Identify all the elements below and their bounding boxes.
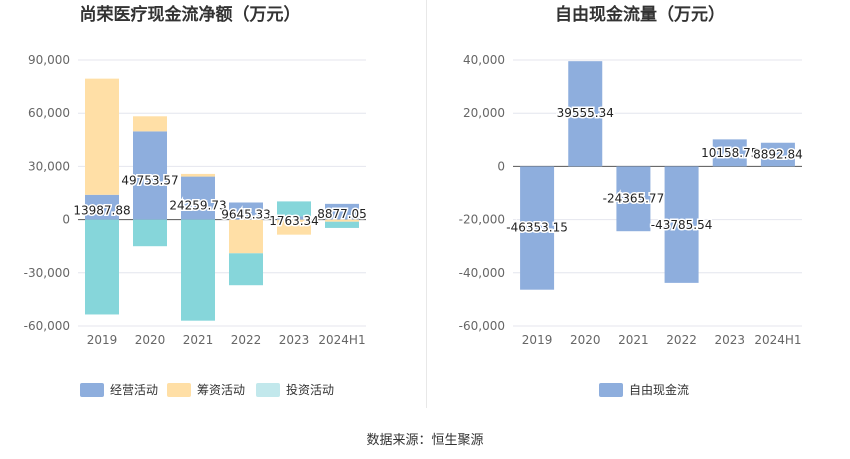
bar-investing (181, 219, 215, 321)
bar-financing (85, 78, 119, 195)
y-tick-label: -60,000 (459, 319, 505, 333)
bar-free-cash-flow (664, 166, 699, 283)
x-tick-label: 2023 (714, 333, 745, 347)
data-label: -46353.15 (506, 221, 568, 235)
legend-financing: 筹资活动 (167, 383, 245, 397)
y-tick-label: 0 (497, 159, 505, 173)
legend-label: 自由现金流 (629, 382, 689, 397)
data-label: 10158.75 (701, 146, 758, 160)
y-tick-label: 60,000 (28, 106, 70, 120)
chart-title: 自由现金流量（万元） (555, 4, 725, 25)
bar-free-cash-flow (568, 61, 603, 167)
legend-label: 筹资活动 (197, 383, 245, 397)
data-label: 9645.33 (221, 207, 271, 221)
y-tick-label: 0 (62, 213, 70, 227)
bar-investing (277, 201, 311, 217)
x-tick-label: 2022 (666, 333, 697, 347)
data-label: 39555.34 (557, 106, 614, 120)
bar-investing (85, 219, 119, 315)
y-tick-label: 30,000 (28, 159, 70, 173)
y-tick-label: -40,000 (459, 266, 505, 280)
x-tick-label: 2020 (570, 333, 601, 347)
x-tick-label: 2021 (183, 333, 214, 347)
bar-investing (325, 221, 359, 228)
data-label: 13987.88 (73, 204, 130, 218)
x-tick-label: 2021 (618, 333, 649, 347)
bar-investing (229, 253, 263, 286)
legend-operating: 经营活动 (80, 383, 158, 397)
y-tick-label: -30,000 (24, 266, 70, 280)
y-tick-label: -20,000 (459, 213, 505, 227)
data-label: 8892.84 (753, 147, 803, 161)
data-label: -43785.54 (651, 218, 713, 232)
data-source-note: 数据来源：恒生聚源 (366, 433, 484, 448)
y-tick-label: 20,000 (463, 106, 505, 120)
bar-operating (133, 131, 167, 220)
x-tick-label: 2023 (279, 333, 310, 347)
bar-free-cash-flow (712, 139, 747, 167)
y-tick-label: 90,000 (28, 53, 70, 67)
y-tick-label: 40,000 (463, 53, 505, 67)
bar-financing (325, 219, 359, 222)
bar-financing (229, 219, 263, 254)
data-label: 24259.73 (169, 198, 226, 212)
legend-swatch (80, 383, 104, 397)
bar-free-cash-flow (760, 142, 795, 167)
bar-investing (133, 219, 167, 247)
legend-free-cash-flow: 自由现金流 (599, 382, 689, 397)
x-tick-label: 2024H1 (754, 333, 801, 347)
free-cash-flow-chart: 自由现金流量（万元） 40,000 20,000 0 -20,000 -40,000 -60… (459, 4, 804, 397)
legend-label: 投资活动 (286, 382, 334, 397)
legend-swatch (599, 383, 623, 397)
cash-flow-chart: 尚荣医疗现金流净额（万元） 90,000 60,000 30,000 0 -30,000 -… (24, 4, 368, 397)
x-tick-label: 2024H1 (318, 333, 365, 347)
data-label: 49753.57 (121, 174, 178, 188)
y-tick-label: -60,000 (24, 319, 70, 333)
x-tick-label: 2022 (231, 333, 262, 347)
x-tick-label: 2019 (522, 333, 553, 347)
bar-operating (85, 194, 119, 220)
data-label: -24365.77 (603, 191, 665, 205)
bar-operating (229, 202, 263, 220)
bar-operating (325, 203, 359, 220)
x-tick-label: 2020 (135, 333, 166, 347)
bar-financing (181, 173, 215, 177)
chart-title: 尚荣医疗现金流净额（万元） (80, 4, 301, 25)
legend-swatch (256, 383, 280, 397)
legend-swatch (167, 383, 191, 397)
bar-financing (277, 219, 311, 235)
panel-divider (426, 0, 427, 408)
bar-free-cash-flow (616, 166, 651, 232)
data-label: 8877.05 (317, 207, 367, 221)
x-tick-label: 2019 (87, 333, 118, 347)
data-label: 1763.34 (269, 214, 319, 228)
bar-financing (133, 116, 167, 132)
bar-operating (181, 176, 215, 220)
bar-operating (277, 216, 311, 220)
bar-free-cash-flow (520, 166, 555, 290)
legend-label: 经营活动 (110, 383, 158, 397)
legend-investing: 投资活动 (256, 382, 334, 397)
